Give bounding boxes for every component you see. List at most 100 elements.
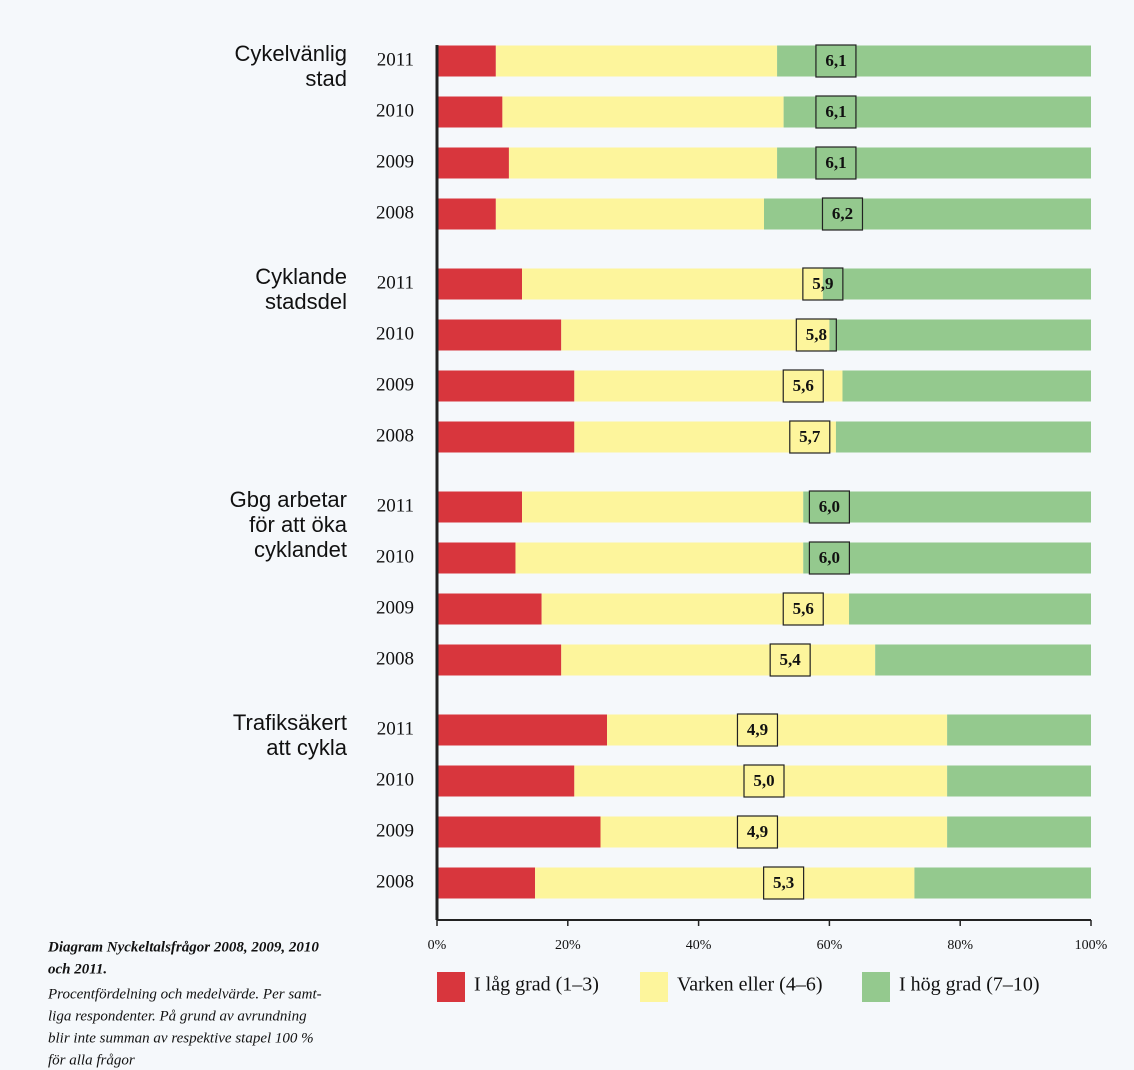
bar-segment (574, 370, 843, 402)
year-label: 2009 (376, 597, 414, 618)
bar-segment (437, 421, 575, 453)
bar-segment (803, 491, 1091, 523)
group-label: stadsdel (265, 289, 347, 314)
year-label: 2010 (376, 769, 414, 790)
mean-box (815, 95, 857, 129)
mean-label: 5,0 (753, 771, 774, 790)
bar-segment (522, 491, 804, 523)
year-label: 2009 (376, 374, 414, 395)
caption-title: och 2011. (48, 961, 107, 977)
mean-box (815, 146, 857, 180)
bar-segment (437, 765, 575, 797)
caption-text: blir inte summan av respektive stapel 10… (48, 1030, 314, 1046)
bar-segment (875, 644, 1091, 676)
bar-segment (437, 147, 509, 179)
mean-box (821, 197, 864, 231)
mean-label: 6,0 (819, 548, 840, 567)
x-tick-label: 20% (555, 938, 581, 953)
mean-box (795, 318, 837, 352)
mean-label: 5,9 (812, 274, 833, 293)
mean-label: 6,1 (825, 153, 846, 172)
bar-segment (764, 198, 1091, 230)
bar-segment (522, 268, 823, 300)
bar-segment (822, 268, 1091, 300)
bar-segment (803, 542, 1091, 574)
bar-segment (600, 816, 948, 848)
x-tick-label: 100% (1075, 938, 1108, 953)
bar-segment (777, 45, 1091, 77)
bar-segment (574, 765, 948, 797)
year-label: 2009 (376, 151, 414, 172)
bar-segment (437, 45, 496, 77)
year-label: 2011 (377, 49, 414, 70)
bar-segment (437, 198, 496, 230)
bar-segment (947, 714, 1091, 746)
mean-label: 6,0 (819, 497, 840, 516)
bar-segment (561, 319, 830, 351)
group-label: Cyklande (255, 264, 347, 289)
year-label: 2010 (376, 100, 414, 121)
bar-segment (849, 593, 1091, 625)
caption-title: Diagram Nyckeltalsfrågor 2008, 2009, 201… (47, 939, 319, 955)
mean-box (782, 369, 824, 403)
bar-segment (829, 319, 1091, 351)
bar-segment (541, 593, 850, 625)
mean-label: 6,1 (825, 51, 846, 70)
mean-label: 5,7 (799, 427, 821, 446)
legend-label: I låg grad (1–3) (474, 974, 599, 996)
bar-segment (495, 198, 764, 230)
mean-box (815, 44, 857, 78)
year-label: 2011 (377, 272, 414, 293)
year-label: 2008 (376, 425, 414, 446)
bar-segment (574, 421, 836, 453)
mean-box (763, 866, 805, 900)
caption-text: för alla frågor (48, 1052, 135, 1068)
mean-box (808, 541, 851, 575)
bar-segment (535, 867, 915, 899)
group-label: att cykla (266, 735, 347, 760)
mean-box (736, 713, 779, 747)
bar-segment (783, 96, 1091, 128)
legend-label: Varken eller (4–6) (677, 974, 823, 996)
mean-label: 6,2 (832, 204, 853, 223)
mean-label: 4,9 (747, 822, 768, 841)
x-tick-label: 80% (947, 938, 973, 953)
caption-text: Procentfördelning och medelvärde. Per sa… (47, 986, 322, 1002)
group-label: Trafiksäkert (233, 710, 347, 735)
bar-segment (835, 421, 1091, 453)
mean-label: 5,4 (780, 650, 802, 669)
group-label: Cykelvänlig (235, 41, 348, 66)
mean-box (782, 592, 824, 626)
bar-segment (437, 867, 536, 899)
bar-segment (561, 644, 876, 676)
mean-box (808, 490, 851, 524)
mean-label: 5,3 (773, 873, 794, 892)
bar-segment (437, 714, 608, 746)
bar-segment (437, 370, 575, 402)
bar-segment (515, 542, 804, 574)
year-label: 2008 (376, 648, 414, 669)
bar-segment (437, 644, 562, 676)
mean-label: 6,1 (825, 102, 846, 121)
mean-box (789, 420, 831, 454)
x-tick-label: 40% (686, 938, 712, 953)
mean-box (769, 643, 811, 677)
bar-segment (437, 816, 601, 848)
year-label: 2010 (376, 546, 414, 567)
legend-swatch (640, 972, 668, 1002)
group-label: för att öka (249, 512, 348, 537)
bar-segment (437, 542, 516, 574)
year-label: 2008 (376, 202, 414, 223)
x-tick-label: 60% (817, 938, 843, 953)
bar-segment (437, 319, 562, 351)
bar-segment (495, 45, 778, 77)
caption-text: liga respondenter. På grund av avrundnin… (48, 1008, 307, 1024)
bar-segment (437, 268, 523, 300)
bar-segment (508, 147, 778, 179)
bar-segment (437, 593, 542, 625)
bar-segment (842, 370, 1091, 402)
mean-box (802, 267, 844, 301)
mean-label: 5,6 (793, 376, 814, 395)
year-label: 2011 (377, 495, 414, 516)
